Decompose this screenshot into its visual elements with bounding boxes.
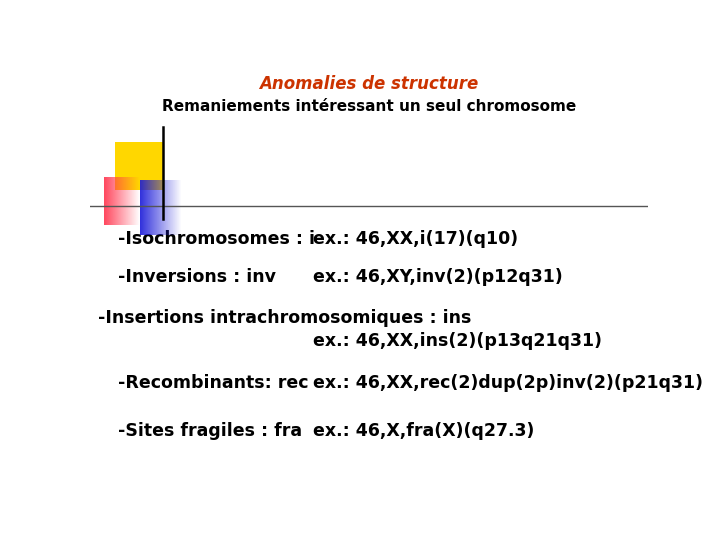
Text: ex.: 46,XX,rec(2)dup(2p)inv(2)(p21q31): ex.: 46,XX,rec(2)dup(2p)inv(2)(p21q31) — [313, 374, 703, 392]
Text: -Sites fragiles : fra: -Sites fragiles : fra — [118, 422, 302, 440]
Text: ex.: 46,X,fra(X)(q27.3): ex.: 46,X,fra(X)(q27.3) — [313, 422, 534, 440]
Text: Anomalies de structure: Anomalies de structure — [259, 75, 479, 92]
Text: ex.: 46,XX,i(17)(q10): ex.: 46,XX,i(17)(q10) — [313, 231, 518, 248]
Text: -Inversions : inv: -Inversions : inv — [118, 268, 276, 286]
Bar — [115, 141, 163, 190]
Text: -Insertions intrachromosomiques : ins: -Insertions intrachromosomiques : ins — [99, 309, 472, 327]
Text: -Isochromosomes : i: -Isochromosomes : i — [118, 231, 315, 248]
Text: Remaniements intéressant un seul chromosome: Remaniements intéressant un seul chromos… — [162, 99, 576, 114]
Text: -Recombinants: rec: -Recombinants: rec — [118, 374, 308, 392]
Text: ex.: 46,XX,ins(2)(p13q21q31): ex.: 46,XX,ins(2)(p13q21q31) — [313, 332, 602, 350]
Text: ex.: 46,XY,inv(2)(p12q31): ex.: 46,XY,inv(2)(p12q31) — [313, 268, 563, 286]
